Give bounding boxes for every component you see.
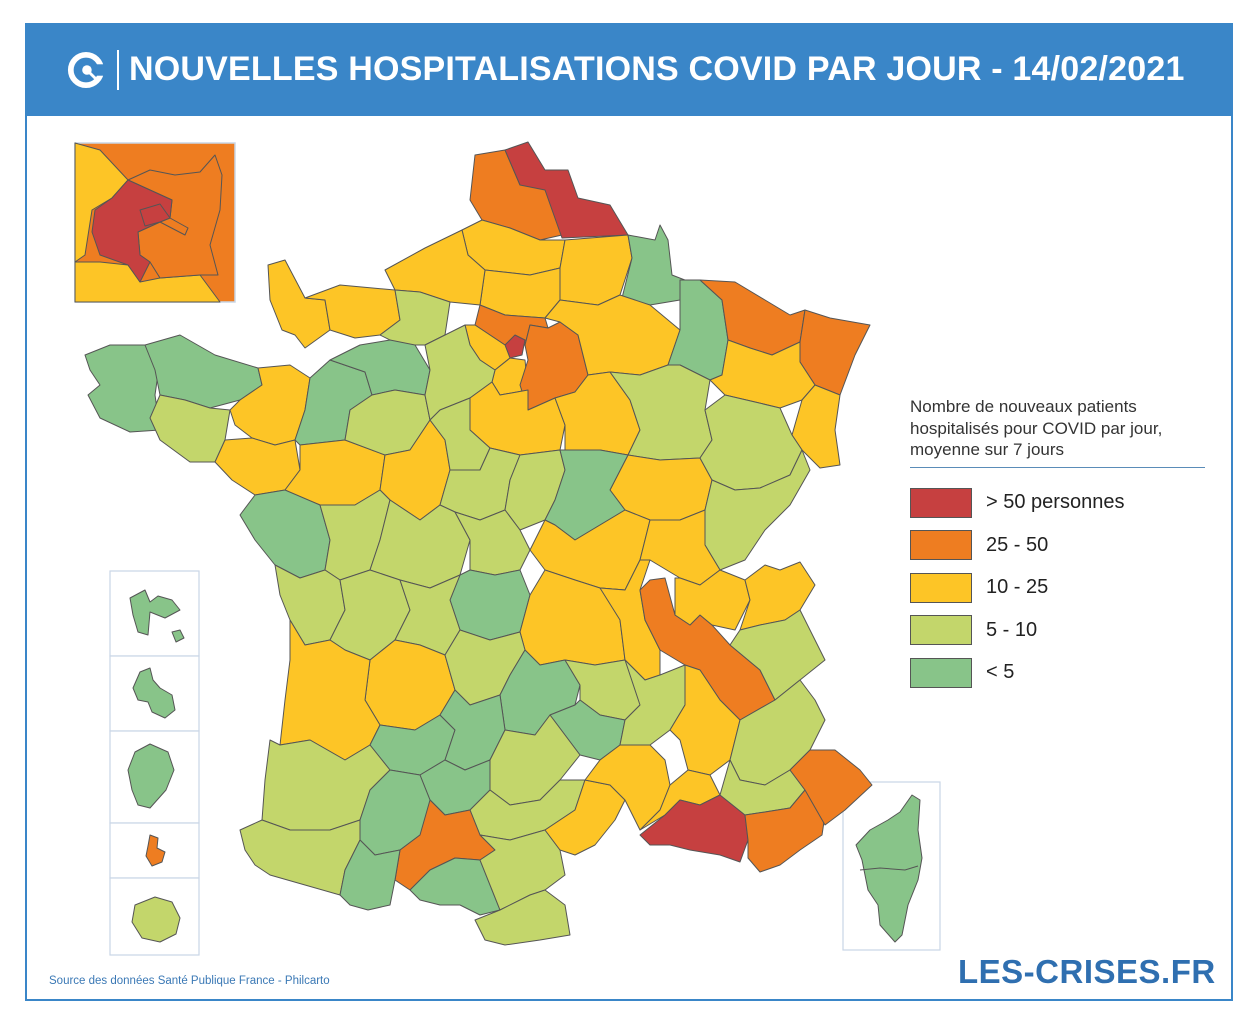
legend-item-lt5: < 5 bbox=[910, 652, 1205, 695]
legend: Nombre de nouveaux patients hospitalisés… bbox=[910, 396, 1205, 694]
legend-item-25-50: 25 - 50 bbox=[910, 524, 1205, 567]
legend-label: < 5 bbox=[986, 661, 1015, 684]
legend-label: 25 - 50 bbox=[986, 533, 1049, 556]
legend-swatch bbox=[910, 657, 972, 688]
source-credit: Source des données Santé Publique France… bbox=[49, 975, 330, 987]
legend-items: > 50 personnes 25 - 50 10 - 25 5 - 10 < … bbox=[910, 482, 1205, 695]
legend-title: Nombre de nouveaux patients hospitalisés… bbox=[910, 396, 1205, 468]
legend-swatch bbox=[910, 530, 972, 561]
legend-swatch bbox=[910, 572, 972, 603]
brand-logo-text: LES-CRISES.FR bbox=[958, 953, 1216, 990]
legend-title-line: moyenne sur 7 jours bbox=[910, 440, 1065, 459]
legend-title-line: Nombre de nouveaux patients bbox=[910, 397, 1137, 416]
page-title: NOUVELLES HOSPITALISATIONS COVID PAR JOU… bbox=[129, 50, 1185, 88]
header-separator bbox=[117, 49, 119, 90]
legend-label: > 50 personnes bbox=[986, 491, 1125, 514]
legend-item-10-25: 10 - 25 bbox=[910, 567, 1205, 610]
inset-corsica bbox=[842, 781, 941, 951]
legend-item-gt50: > 50 personnes bbox=[910, 482, 1205, 525]
les-crises-logo-icon bbox=[67, 51, 105, 88]
header-banner: NOUVELLES HOSPITALISATIONS COVID PAR JOU… bbox=[25, 23, 1233, 116]
legend-label: 10 - 25 bbox=[986, 576, 1049, 599]
legend-item-5-10: 5 - 10 bbox=[910, 609, 1205, 652]
inset-overseas bbox=[109, 570, 200, 956]
legend-swatch bbox=[910, 487, 972, 518]
legend-label: 5 - 10 bbox=[986, 618, 1038, 641]
legend-swatch bbox=[910, 615, 972, 646]
legend-title-line: hospitalisés pour COVID par jour, bbox=[910, 418, 1163, 438]
inset-ile-de-france bbox=[74, 142, 236, 303]
mainland-france bbox=[84, 141, 873, 946]
